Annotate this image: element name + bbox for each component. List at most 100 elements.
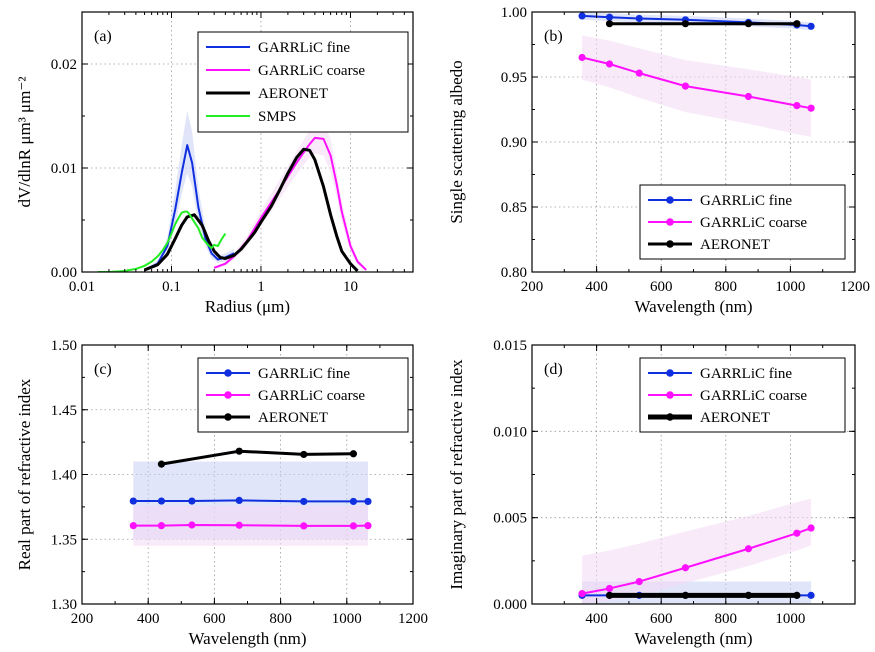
data-point bbox=[300, 450, 308, 459]
uncertainty-band bbox=[582, 35, 812, 137]
series-line bbox=[144, 144, 235, 271]
data-point bbox=[744, 545, 753, 553]
data-point bbox=[807, 22, 815, 30]
legend-label: SMPS bbox=[258, 109, 296, 125]
y-tick-label: 1.35 bbox=[51, 532, 77, 548]
legend-marker bbox=[666, 218, 674, 226]
data-point bbox=[807, 524, 815, 532]
data-point bbox=[349, 497, 358, 506]
legend: GARRLiC fine GARRLiC coarse AERONET bbox=[639, 357, 846, 433]
y-tick-label: 1.40 bbox=[51, 468, 77, 484]
x-tick-label: 200 bbox=[71, 611, 94, 627]
data-point bbox=[235, 521, 243, 529]
y-tick-label: 1.00 bbox=[501, 5, 527, 21]
x-tick-label: 600 bbox=[650, 279, 673, 295]
legend-marker bbox=[666, 369, 674, 377]
x-tick-label: 1 bbox=[257, 279, 265, 295]
data-point bbox=[188, 497, 196, 505]
panel-d: 400 600 800 1000 0.000 0.005 0.010 0.015 Wavelen… bbox=[447, 338, 856, 648]
panel-label: (d) bbox=[544, 361, 563, 378]
x-tick-label: 10 bbox=[343, 279, 358, 295]
y-tick-label: 0.015 bbox=[493, 338, 527, 354]
data-point bbox=[578, 12, 586, 20]
legend-marker bbox=[224, 391, 232, 399]
x-tick-label: 600 bbox=[203, 611, 226, 627]
data-point bbox=[744, 92, 753, 101]
data-point bbox=[157, 497, 166, 505]
x-axis-label: Radius (μm) bbox=[205, 297, 290, 316]
data-point bbox=[681, 591, 690, 599]
panel-label: (b) bbox=[544, 28, 563, 45]
legend-label: AERONET bbox=[700, 237, 770, 253]
legend-label: GARRLiC fine bbox=[258, 40, 350, 56]
uncertainty-band bbox=[214, 122, 367, 271]
x-axis-label: Wavelength (nm) bbox=[634, 629, 752, 648]
series-line bbox=[161, 449, 354, 466]
data-point bbox=[188, 521, 196, 529]
series-line bbox=[133, 499, 368, 503]
x-axis-label: Wavelength (nm) bbox=[188, 629, 306, 648]
data-point bbox=[605, 60, 614, 68]
data-point bbox=[364, 522, 372, 530]
data-point bbox=[157, 460, 166, 468]
legend-marker bbox=[224, 369, 232, 377]
plot-area bbox=[97, 110, 367, 272]
data-point bbox=[364, 497, 372, 506]
data-point bbox=[605, 13, 614, 21]
panel-label: (c) bbox=[94, 361, 112, 378]
legend-label: GARRLiC coarse bbox=[700, 388, 807, 404]
panel-c: 200 400 600 800 1000 1200 1.30 1.35 1.40 1.45 1.50… bbox=[15, 338, 428, 648]
data-point bbox=[793, 591, 801, 599]
data-point bbox=[681, 82, 690, 90]
plot-area bbox=[578, 12, 815, 137]
x-tick-label: 1000 bbox=[332, 611, 362, 627]
y-tick-label: 1.45 bbox=[51, 403, 77, 419]
y-tick-label: 1.50 bbox=[51, 338, 77, 354]
y-tick-label: 0.90 bbox=[501, 135, 527, 151]
x-tick-label: 1200 bbox=[840, 279, 870, 295]
legend-label: AERONET bbox=[258, 410, 328, 426]
data-point bbox=[349, 522, 358, 530]
legend-label: GARRLiC fine bbox=[700, 193, 792, 209]
y-tick-label: 1.30 bbox=[51, 597, 77, 613]
data-point bbox=[235, 496, 243, 504]
legend-label: GARRLiC fine bbox=[258, 366, 350, 382]
uncertainty-band bbox=[144, 110, 235, 271]
data-point bbox=[129, 522, 137, 530]
data-point bbox=[235, 447, 243, 455]
x-tick-label: 200 bbox=[521, 279, 544, 295]
y-tick-label: 0.80 bbox=[501, 265, 527, 281]
data-point bbox=[129, 497, 137, 505]
legend-label: GARRLiC coarse bbox=[700, 215, 807, 231]
legend-label: GARRLiC coarse bbox=[258, 63, 365, 79]
data-point bbox=[578, 53, 586, 62]
legend: GARRLiC fine GARRLiC coarse AERONET SMPS bbox=[197, 31, 409, 133]
x-tick-label: 1200 bbox=[398, 611, 428, 627]
panel-label: (a) bbox=[94, 28, 112, 45]
y-tick-label: 0.005 bbox=[493, 511, 527, 527]
plot-area bbox=[578, 498, 815, 604]
x-tick-label: 800 bbox=[715, 279, 738, 295]
data-point bbox=[605, 20, 614, 28]
data-point bbox=[605, 584, 614, 593]
legend-label: AERONET bbox=[700, 410, 770, 426]
data-point bbox=[793, 529, 801, 537]
data-point bbox=[681, 20, 690, 28]
data-point bbox=[300, 522, 308, 530]
x-tick-label: 800 bbox=[715, 611, 738, 627]
series-line bbox=[143, 147, 359, 272]
legend-label: AERONET bbox=[258, 86, 328, 102]
panel-b: 200 400 600 800 1000 1200 0.80 0.85 0.90 0.95 1.00… bbox=[447, 5, 870, 316]
data-point bbox=[635, 577, 643, 586]
legend-marker bbox=[666, 413, 674, 421]
x-tick-label: 1000 bbox=[775, 279, 805, 295]
y-tick-label: 0.01 bbox=[51, 161, 77, 177]
y-axis-label: Real part of refractive index bbox=[15, 378, 34, 570]
y-axis-label: Single scattering albedo bbox=[447, 60, 466, 223]
y-axis-label: Imaginary part of refractive index bbox=[447, 359, 466, 590]
y-tick-label: 0.95 bbox=[501, 70, 527, 86]
x-tick-label: 1000 bbox=[775, 611, 805, 627]
x-tick-label: 0.1 bbox=[162, 279, 181, 295]
series-line bbox=[97, 210, 227, 272]
